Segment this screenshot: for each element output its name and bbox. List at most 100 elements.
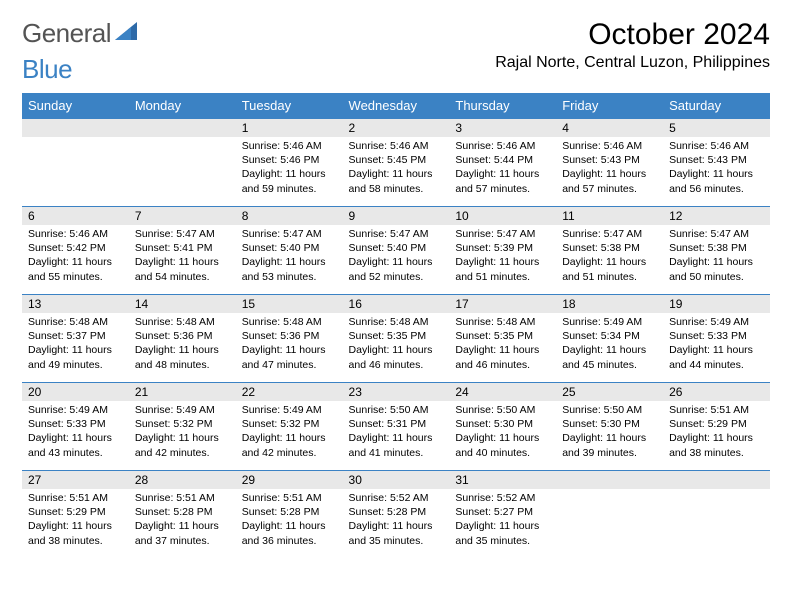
day-details: Sunrise: 5:49 AMSunset: 5:33 PMDaylight:… <box>22 401 129 464</box>
day-details: Sunrise: 5:52 AMSunset: 5:28 PMDaylight:… <box>343 489 450 552</box>
weekday-header: Friday <box>556 93 663 119</box>
calendar-day-cell: 21Sunrise: 5:49 AMSunset: 5:32 PMDayligh… <box>129 383 236 471</box>
day-details: Sunrise: 5:51 AMSunset: 5:28 PMDaylight:… <box>129 489 236 552</box>
day-number: 6 <box>22 207 129 225</box>
day-details: Sunrise: 5:46 AMSunset: 5:44 PMDaylight:… <box>449 137 556 200</box>
calendar-day-cell: 8Sunrise: 5:47 AMSunset: 5:40 PMDaylight… <box>236 207 343 295</box>
day-number: 14 <box>129 295 236 313</box>
calendar-day-cell: 6Sunrise: 5:46 AMSunset: 5:42 PMDaylight… <box>22 207 129 295</box>
month-title: October 2024 <box>495 18 770 52</box>
day-number: 12 <box>663 207 770 225</box>
logo: General <box>22 18 139 49</box>
day-number: 7 <box>129 207 236 225</box>
weekday-header: Wednesday <box>343 93 450 119</box>
calendar-week-row: 13Sunrise: 5:48 AMSunset: 5:37 PMDayligh… <box>22 295 770 383</box>
calendar-day-cell: 13Sunrise: 5:48 AMSunset: 5:37 PMDayligh… <box>22 295 129 383</box>
calendar-week-row: 6Sunrise: 5:46 AMSunset: 5:42 PMDaylight… <box>22 207 770 295</box>
day-number: 4 <box>556 119 663 137</box>
day-details: Sunrise: 5:46 AMSunset: 5:46 PMDaylight:… <box>236 137 343 200</box>
calendar-day-cell: 10Sunrise: 5:47 AMSunset: 5:39 PMDayligh… <box>449 207 556 295</box>
calendar-day-cell: 31Sunrise: 5:52 AMSunset: 5:27 PMDayligh… <box>449 471 556 559</box>
calendar-day-cell: 19Sunrise: 5:49 AMSunset: 5:33 PMDayligh… <box>663 295 770 383</box>
day-number: 10 <box>449 207 556 225</box>
day-details: Sunrise: 5:49 AMSunset: 5:34 PMDaylight:… <box>556 313 663 376</box>
calendar-day-cell: 16Sunrise: 5:48 AMSunset: 5:35 PMDayligh… <box>343 295 450 383</box>
day-number: 18 <box>556 295 663 313</box>
logo-text-blue: Blue <box>22 54 72 85</box>
calendar-day-cell: 28Sunrise: 5:51 AMSunset: 5:28 PMDayligh… <box>129 471 236 559</box>
day-details: Sunrise: 5:47 AMSunset: 5:39 PMDaylight:… <box>449 225 556 288</box>
calendar-body: 1Sunrise: 5:46 AMSunset: 5:46 PMDaylight… <box>22 119 770 559</box>
title-block: October 2024 Rajal Norte, Central Luzon,… <box>495 18 770 72</box>
day-number: 8 <box>236 207 343 225</box>
day-number: 13 <box>22 295 129 313</box>
calendar-week-row: 1Sunrise: 5:46 AMSunset: 5:46 PMDaylight… <box>22 119 770 207</box>
day-details: Sunrise: 5:47 AMSunset: 5:40 PMDaylight:… <box>236 225 343 288</box>
day-details: Sunrise: 5:46 AMSunset: 5:43 PMDaylight:… <box>663 137 770 200</box>
day-number: 3 <box>449 119 556 137</box>
day-number: 15 <box>236 295 343 313</box>
day-details: Sunrise: 5:49 AMSunset: 5:32 PMDaylight:… <box>129 401 236 464</box>
weekday-header: Thursday <box>449 93 556 119</box>
day-number: 23 <box>343 383 450 401</box>
calendar-day-cell: 14Sunrise: 5:48 AMSunset: 5:36 PMDayligh… <box>129 295 236 383</box>
day-details: Sunrise: 5:48 AMSunset: 5:36 PMDaylight:… <box>236 313 343 376</box>
day-number: 1 <box>236 119 343 137</box>
day-number: 29 <box>236 471 343 489</box>
calendar-day-cell: 20Sunrise: 5:49 AMSunset: 5:33 PMDayligh… <box>22 383 129 471</box>
calendar-empty-cell <box>129 119 236 207</box>
day-details: Sunrise: 5:47 AMSunset: 5:40 PMDaylight:… <box>343 225 450 288</box>
day-number: 30 <box>343 471 450 489</box>
day-number: 5 <box>663 119 770 137</box>
day-number: 9 <box>343 207 450 225</box>
day-details: Sunrise: 5:52 AMSunset: 5:27 PMDaylight:… <box>449 489 556 552</box>
day-details: Sunrise: 5:47 AMSunset: 5:38 PMDaylight:… <box>663 225 770 288</box>
day-details: Sunrise: 5:50 AMSunset: 5:30 PMDaylight:… <box>556 401 663 464</box>
day-number: 31 <box>449 471 556 489</box>
day-details: Sunrise: 5:47 AMSunset: 5:38 PMDaylight:… <box>556 225 663 288</box>
day-number: 21 <box>129 383 236 401</box>
day-number: 26 <box>663 383 770 401</box>
day-details: Sunrise: 5:48 AMSunset: 5:35 PMDaylight:… <box>449 313 556 376</box>
location-text: Rajal Norte, Central Luzon, Philippines <box>495 54 770 72</box>
day-details: Sunrise: 5:51 AMSunset: 5:29 PMDaylight:… <box>663 401 770 464</box>
logo-triangle-icon <box>115 22 137 45</box>
calendar-day-cell: 11Sunrise: 5:47 AMSunset: 5:38 PMDayligh… <box>556 207 663 295</box>
calendar-day-cell: 23Sunrise: 5:50 AMSunset: 5:31 PMDayligh… <box>343 383 450 471</box>
day-number: 20 <box>22 383 129 401</box>
calendar-day-cell: 3Sunrise: 5:46 AMSunset: 5:44 PMDaylight… <box>449 119 556 207</box>
calendar-day-cell: 25Sunrise: 5:50 AMSunset: 5:30 PMDayligh… <box>556 383 663 471</box>
calendar-day-cell: 27Sunrise: 5:51 AMSunset: 5:29 PMDayligh… <box>22 471 129 559</box>
calendar-week-row: 27Sunrise: 5:51 AMSunset: 5:29 PMDayligh… <box>22 471 770 559</box>
weekday-header: Sunday <box>22 93 129 119</box>
day-number: 16 <box>343 295 450 313</box>
calendar-day-cell: 22Sunrise: 5:49 AMSunset: 5:32 PMDayligh… <box>236 383 343 471</box>
calendar-day-cell: 15Sunrise: 5:48 AMSunset: 5:36 PMDayligh… <box>236 295 343 383</box>
day-details: Sunrise: 5:50 AMSunset: 5:30 PMDaylight:… <box>449 401 556 464</box>
day-details: Sunrise: 5:49 AMSunset: 5:33 PMDaylight:… <box>663 313 770 376</box>
day-details: Sunrise: 5:49 AMSunset: 5:32 PMDaylight:… <box>236 401 343 464</box>
calendar-day-cell: 1Sunrise: 5:46 AMSunset: 5:46 PMDaylight… <box>236 119 343 207</box>
calendar-day-cell: 30Sunrise: 5:52 AMSunset: 5:28 PMDayligh… <box>343 471 450 559</box>
calendar-empty-cell <box>556 471 663 559</box>
calendar-day-cell: 2Sunrise: 5:46 AMSunset: 5:45 PMDaylight… <box>343 119 450 207</box>
day-number: 19 <box>663 295 770 313</box>
day-details: Sunrise: 5:48 AMSunset: 5:37 PMDaylight:… <box>22 313 129 376</box>
weekday-header: Saturday <box>663 93 770 119</box>
day-details: Sunrise: 5:50 AMSunset: 5:31 PMDaylight:… <box>343 401 450 464</box>
day-details: Sunrise: 5:47 AMSunset: 5:41 PMDaylight:… <box>129 225 236 288</box>
day-number: 11 <box>556 207 663 225</box>
day-number: 24 <box>449 383 556 401</box>
weekday-header-row: SundayMondayTuesdayWednesdayThursdayFrid… <box>22 93 770 119</box>
calendar-day-cell: 7Sunrise: 5:47 AMSunset: 5:41 PMDaylight… <box>129 207 236 295</box>
logo-text-general: General <box>22 18 111 49</box>
calendar-table: SundayMondayTuesdayWednesdayThursdayFrid… <box>22 93 770 559</box>
calendar-day-cell: 17Sunrise: 5:48 AMSunset: 5:35 PMDayligh… <box>449 295 556 383</box>
day-number: 25 <box>556 383 663 401</box>
day-number: 2 <box>343 119 450 137</box>
calendar-empty-cell <box>22 119 129 207</box>
day-details: Sunrise: 5:46 AMSunset: 5:43 PMDaylight:… <box>556 137 663 200</box>
day-number: 28 <box>129 471 236 489</box>
day-details: Sunrise: 5:48 AMSunset: 5:35 PMDaylight:… <box>343 313 450 376</box>
day-number: 17 <box>449 295 556 313</box>
